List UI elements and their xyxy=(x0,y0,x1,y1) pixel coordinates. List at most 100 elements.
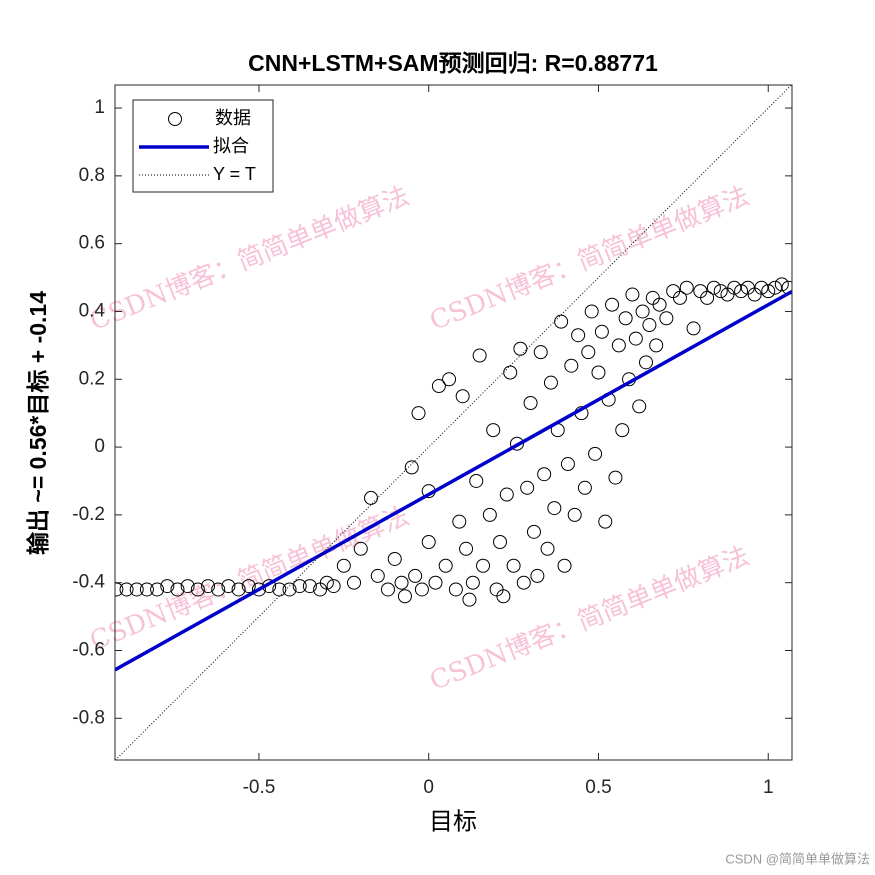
data-point xyxy=(652,297,667,312)
data-point xyxy=(734,284,749,299)
data-point xyxy=(768,280,783,295)
legend-marker xyxy=(168,112,182,126)
axes-box xyxy=(114,84,793,761)
data-point xyxy=(129,582,144,597)
data-point xyxy=(554,314,569,329)
data-point xyxy=(499,487,514,502)
data-point xyxy=(679,280,694,295)
data-point xyxy=(472,348,487,363)
data-point xyxy=(438,558,453,573)
x-tick-label: 0.5 xyxy=(585,777,611,798)
data-point xyxy=(241,579,256,594)
x-tick-label: 1 xyxy=(763,777,774,798)
data-point xyxy=(119,582,134,597)
data-point xyxy=(567,507,582,522)
data-point xyxy=(170,582,185,597)
data-point xyxy=(319,575,334,590)
data-point xyxy=(642,318,657,333)
data-point xyxy=(672,290,687,305)
data-point xyxy=(486,423,501,438)
data-point xyxy=(754,280,769,295)
footer: CSDN @简简单单做算法 xyxy=(725,851,870,866)
data-point xyxy=(353,541,368,556)
data-point xyxy=(700,290,715,305)
data-point xyxy=(523,396,538,411)
data-point xyxy=(774,277,789,292)
data-point xyxy=(639,355,654,370)
data-point xyxy=(404,460,419,475)
data-point xyxy=(292,579,307,594)
data-point xyxy=(625,287,640,302)
data-point xyxy=(482,507,497,522)
data-point xyxy=(560,457,575,472)
data-point xyxy=(588,446,603,461)
data-point xyxy=(659,311,674,326)
data-point xyxy=(442,372,457,387)
y-tick-label: -0.4 xyxy=(72,572,105,593)
data-point xyxy=(520,480,535,495)
data-point xyxy=(533,345,548,360)
data-point xyxy=(190,582,205,597)
data-point xyxy=(455,389,470,404)
data-point xyxy=(598,514,613,529)
data-point xyxy=(611,338,626,353)
y-tick-label: 0.8 xyxy=(79,165,105,186)
chart-title: CNN+LSTM+SAM预测回归: R=0.88771 xyxy=(248,50,658,76)
y-tick-label: 1 xyxy=(94,97,105,118)
data-point xyxy=(448,582,463,597)
y-tick-label: 0.4 xyxy=(79,300,106,321)
plot-area xyxy=(115,85,792,760)
data-point xyxy=(428,575,443,590)
data-point xyxy=(251,582,266,597)
data-point xyxy=(326,579,341,594)
data-point xyxy=(506,558,521,573)
data-point xyxy=(543,375,558,390)
y-tick-label: 0.6 xyxy=(79,233,105,254)
data-point xyxy=(387,551,402,566)
y-tick-label: -0.8 xyxy=(72,707,105,728)
data-point xyxy=(476,558,491,573)
data-point xyxy=(496,589,511,604)
data-point xyxy=(761,284,776,299)
legend-label: 数据 xyxy=(215,108,251,128)
x-tick-label: 0 xyxy=(423,777,434,798)
data-point xyxy=(421,535,436,550)
series-line xyxy=(115,289,792,672)
data-point xyxy=(591,365,606,380)
data-point xyxy=(493,535,508,550)
data-point xyxy=(465,575,480,590)
data-point xyxy=(581,345,596,360)
data-point xyxy=(363,490,378,505)
data-point xyxy=(469,473,484,488)
data-point xyxy=(628,331,643,346)
data-point xyxy=(564,358,579,373)
data-point xyxy=(686,321,701,336)
series-line xyxy=(115,85,792,760)
data-point xyxy=(408,568,423,583)
data-point xyxy=(608,470,623,485)
legend-label: 拟合 xyxy=(213,136,249,156)
data-point xyxy=(526,524,541,539)
data-point xyxy=(547,501,562,516)
data-point xyxy=(509,436,524,451)
data-point xyxy=(530,568,545,583)
y-tick-label: 0.2 xyxy=(79,368,105,389)
data-point xyxy=(394,575,409,590)
legend-label: Y = T xyxy=(213,164,256,184)
data-point xyxy=(513,341,528,356)
data-point xyxy=(221,579,236,594)
x-tick-label: -0.5 xyxy=(243,777,276,798)
data-point xyxy=(380,582,395,597)
data-point xyxy=(431,379,446,394)
data-point xyxy=(115,582,124,597)
data-point xyxy=(459,541,474,556)
data-point xyxy=(180,579,195,594)
data-point xyxy=(594,324,609,339)
data-point xyxy=(336,558,351,573)
data-point xyxy=(571,328,586,343)
data-point xyxy=(618,311,633,326)
data-point xyxy=(211,582,226,597)
data-point xyxy=(411,406,426,421)
